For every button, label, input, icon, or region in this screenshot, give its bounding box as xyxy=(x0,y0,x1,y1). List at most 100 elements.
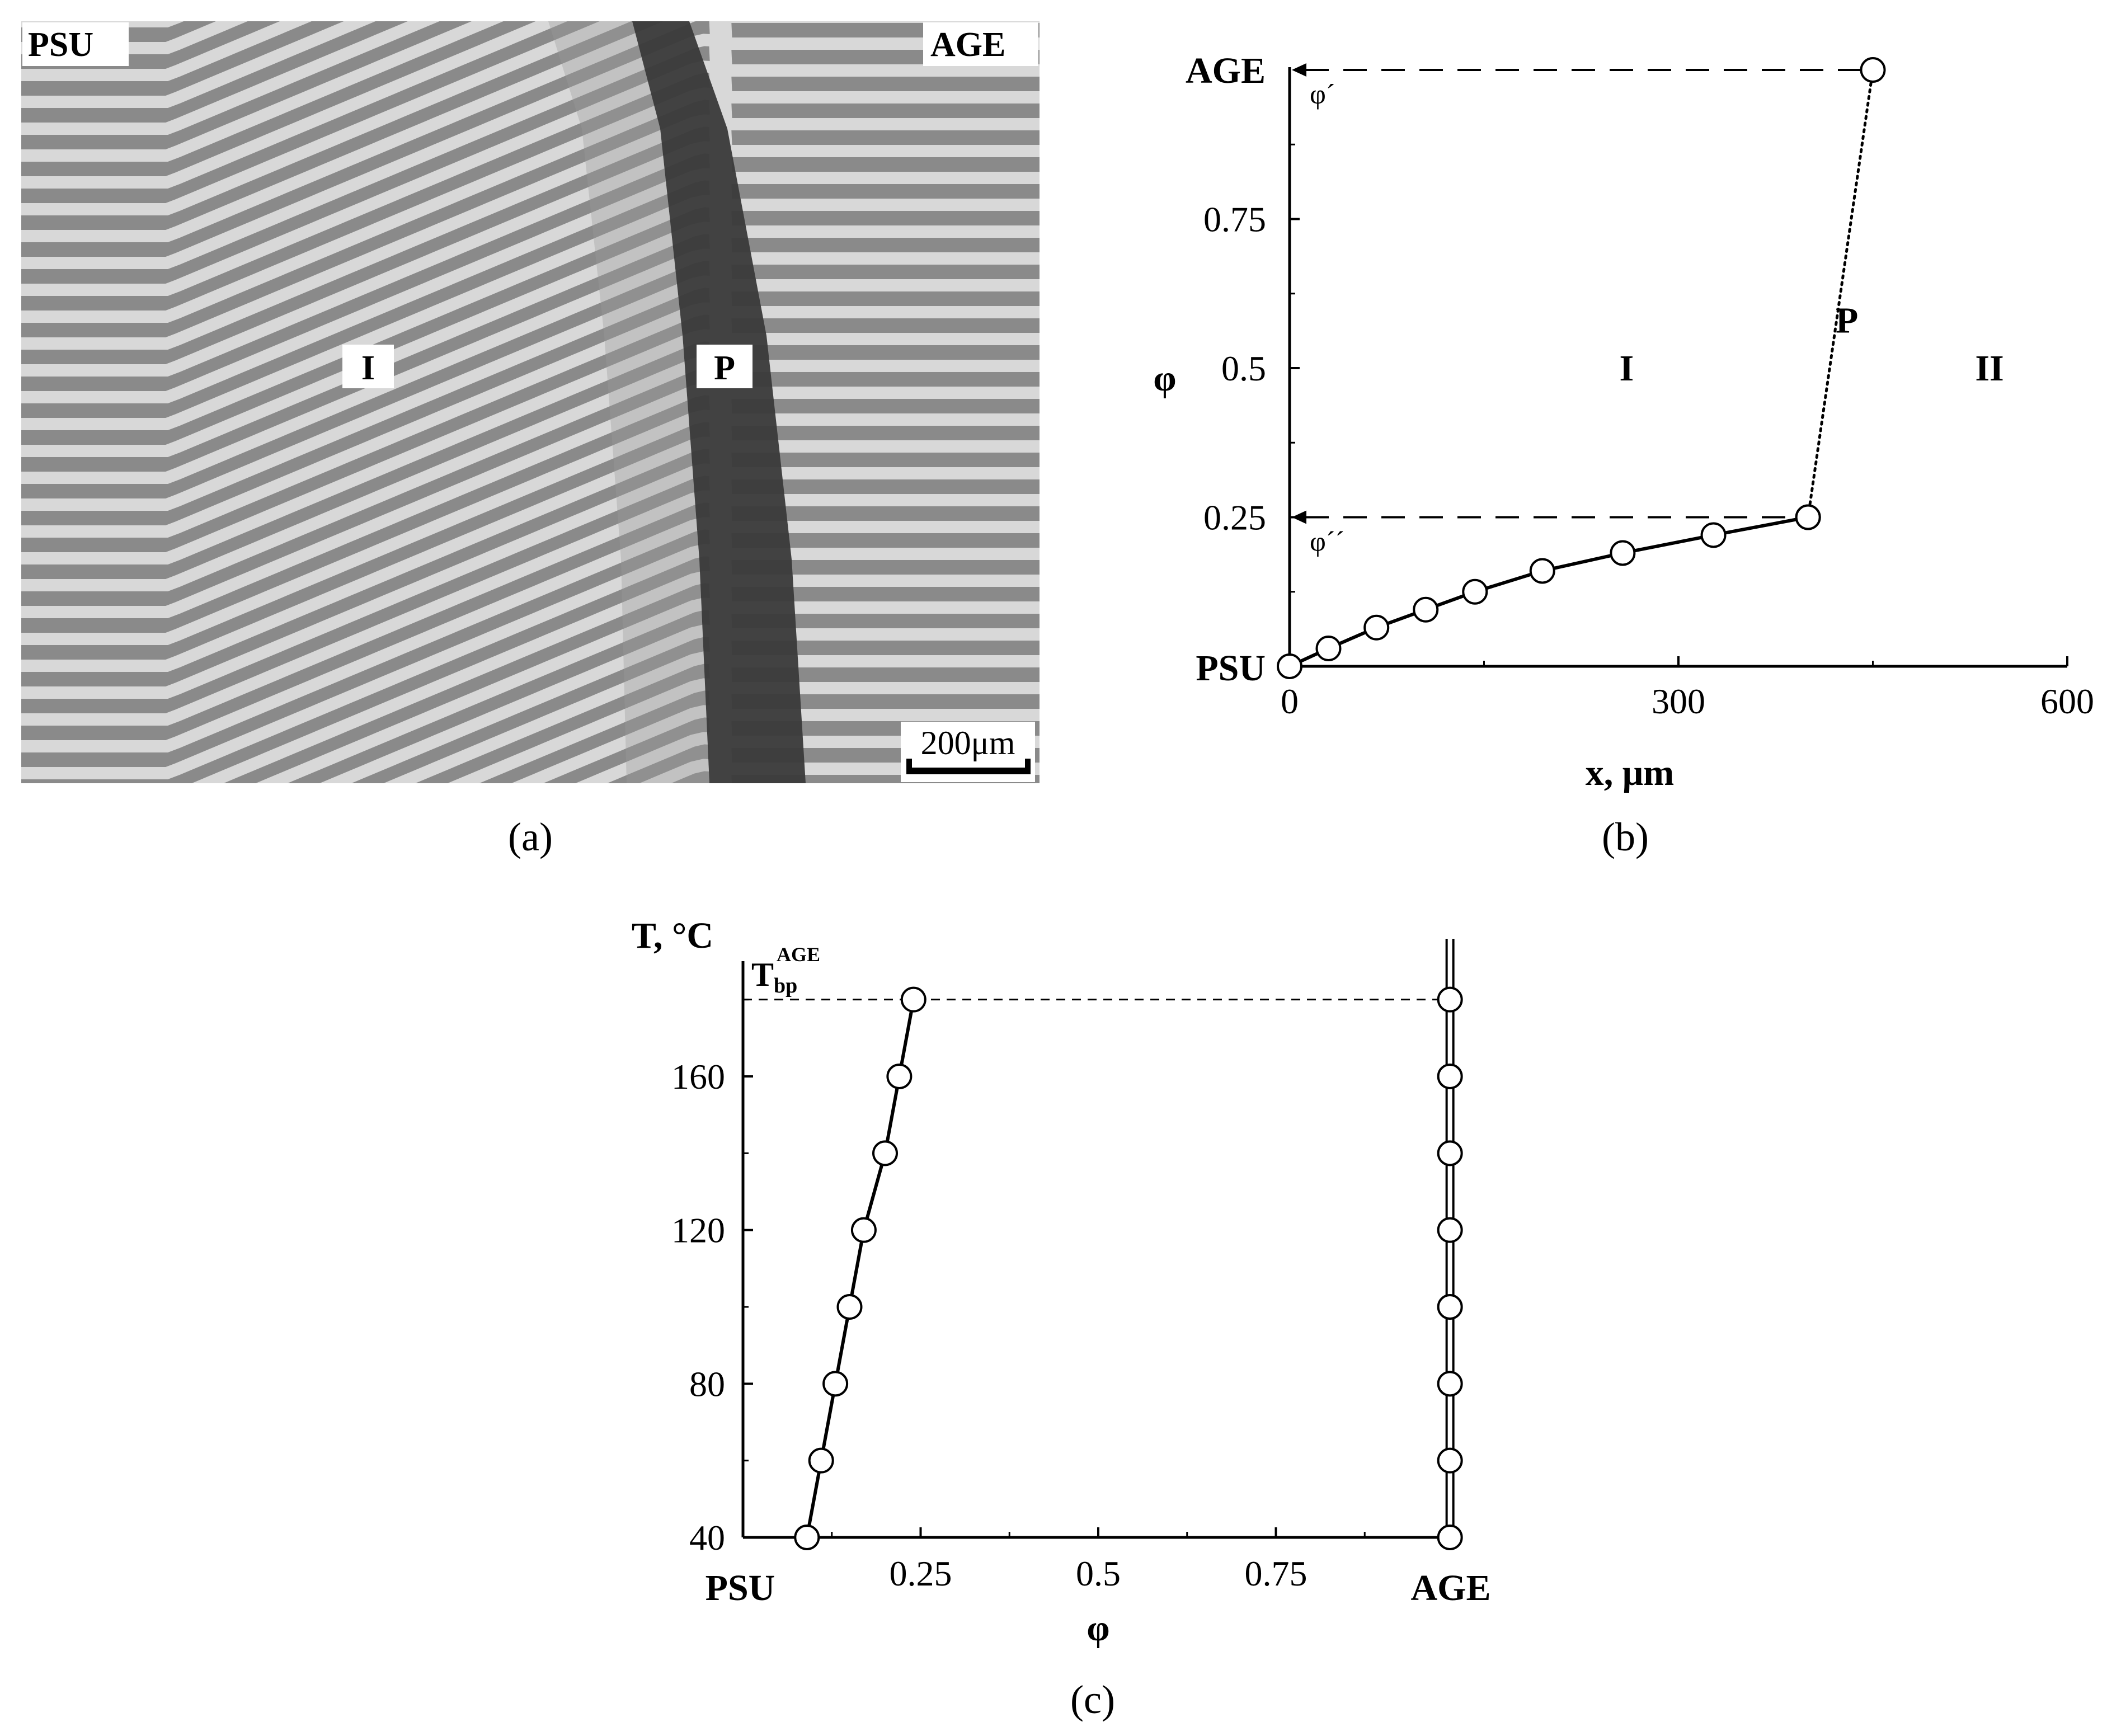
fringe-stripe xyxy=(21,21,1040,50)
fringe-stripe xyxy=(448,678,726,783)
b-annotations: I P II xyxy=(1619,300,2003,389)
data-point xyxy=(822,1371,849,1397)
data-point xyxy=(1437,986,1463,1013)
fringe-stripe xyxy=(21,275,1040,533)
label-age: AGE xyxy=(930,26,1005,64)
fringe-stripe xyxy=(21,222,1040,479)
fringe-stripe xyxy=(21,517,1040,775)
c-y-tick-label: 120 xyxy=(671,1211,725,1250)
b-reference-arrowhead xyxy=(1292,63,1306,77)
fringe-stripe xyxy=(21,544,732,783)
data-point xyxy=(1795,504,1821,530)
b-reference-lines: φ´ φ´´ xyxy=(1292,63,1873,557)
panel-c-chart: 40 80 120 160 0.25 0.5 0.75 T, °C φ PSU AGE Tb… xyxy=(632,915,1491,1722)
data-point xyxy=(900,986,926,1013)
c-x-end-label-age: AGE xyxy=(1410,1568,1490,1608)
fringe-stripe xyxy=(256,598,730,783)
label-bg-psu xyxy=(22,22,129,66)
b-y-axis-label: φ xyxy=(1153,358,1176,399)
fringe-stripe xyxy=(21,329,1040,587)
data-point xyxy=(872,1140,898,1166)
fringe-stripe xyxy=(21,87,1040,345)
label-psu: PSU xyxy=(28,26,93,64)
data-point xyxy=(1315,636,1342,662)
c-x-end-label-psu: PSU xyxy=(706,1568,775,1608)
b-series-lines xyxy=(1288,68,1874,668)
b-y-end-label-psu: PSU xyxy=(1196,648,1266,689)
panel-a-micrograph: PSU AGE I P 200μm (a) xyxy=(21,21,1040,1091)
fringe-stripe xyxy=(21,141,1040,399)
c-y-axis-label: T, °C xyxy=(632,915,713,956)
data-point xyxy=(1437,1371,1463,1397)
fringe-stripe xyxy=(21,21,1040,238)
data-point xyxy=(1437,1217,1463,1243)
data-point xyxy=(1363,614,1390,641)
data-point xyxy=(1700,522,1727,548)
data-point xyxy=(1437,1525,1463,1550)
b-series-line-dotted xyxy=(1807,68,1874,519)
fringe-stripe xyxy=(21,490,1040,748)
b-annotation-ii: II xyxy=(1975,348,2003,389)
c-tbp-sup: AGE xyxy=(777,943,820,966)
c-ticks: 40 80 120 160 0.25 0.5 0.75 xyxy=(671,999,1366,1593)
fringe-stripe xyxy=(21,302,1040,560)
label-bg-boundary-p xyxy=(697,345,752,388)
fringe-stripe xyxy=(383,651,727,783)
b-x-axis-label: x, μm xyxy=(1586,752,1674,793)
fringe-stripe xyxy=(511,705,725,783)
data-point xyxy=(1437,1447,1463,1474)
label-region-i: I xyxy=(361,349,375,387)
b-series-markers xyxy=(1277,57,1886,679)
fringe-stripe xyxy=(21,410,1040,667)
c-x-tick-label: 0.75 xyxy=(1245,1554,1308,1593)
data-point xyxy=(836,1294,863,1320)
fringe-stripe xyxy=(720,21,1040,23)
c-tbp-sub: bp xyxy=(774,974,797,998)
c-x-tick-label: 0.25 xyxy=(890,1554,952,1593)
b-y-tick-label: 0.75 xyxy=(1203,200,1266,239)
c-y-tick-label: 40 xyxy=(689,1518,725,1558)
data-point xyxy=(1437,1140,1463,1166)
fringe-stripe xyxy=(21,21,1040,211)
data-point xyxy=(886,1064,913,1089)
fringe-stripe xyxy=(21,60,1040,318)
b-ticks: 0 300 600 0.25 0.5 0.75 xyxy=(1203,143,2094,721)
b-reference-label: φ´´ xyxy=(1310,526,1344,557)
b-annotation-i: I xyxy=(1619,348,1634,389)
fringe-stripe xyxy=(21,21,1040,130)
fringe-stripe xyxy=(21,383,1040,641)
fringe-stripe xyxy=(21,114,1040,372)
panel-b-chart: 0 300 600 0.25 0.5 0.75 φ´ φ´´ x, μm φ AGE PSU… xyxy=(1153,50,2094,859)
fringe-stripe xyxy=(21,21,1040,157)
scale-bar xyxy=(906,768,1031,774)
fringe-stripe xyxy=(21,248,1040,506)
b-x-tick-label: 600 xyxy=(2040,681,2094,721)
c-series-markers xyxy=(794,986,1463,1550)
b-annotation-p: P xyxy=(1836,300,1858,341)
data-point xyxy=(1277,653,1302,679)
data-point xyxy=(1437,1064,1463,1089)
c-series-line-solid xyxy=(805,999,915,1538)
c-y-tick-label: 160 xyxy=(671,1057,725,1097)
fringe-stripe xyxy=(191,571,731,783)
fringe-stripe xyxy=(21,195,1040,453)
caption-b: (b) xyxy=(1602,815,1649,859)
fringe-stripe xyxy=(21,845,1040,1091)
fringe-stripe xyxy=(21,21,1040,77)
fringe-stripe xyxy=(21,34,1040,291)
caption-c: (c) xyxy=(1070,1677,1115,1722)
fringe-stripe xyxy=(21,436,1040,694)
diffusion-zone-haze xyxy=(548,21,709,783)
c-tbp-label: Tbp AGE xyxy=(751,943,820,998)
label-bg-age xyxy=(923,22,1038,66)
c-y-tick-label: 80 xyxy=(689,1364,725,1404)
data-point xyxy=(1462,578,1488,605)
interference-fringes xyxy=(21,21,1040,1091)
data-point xyxy=(1437,1294,1463,1320)
fringe-stripe xyxy=(21,356,1040,614)
fringe-stripe xyxy=(639,759,722,783)
fringe-stripe xyxy=(21,21,1040,103)
data-point xyxy=(1529,558,1555,584)
b-x-tick-label: 300 xyxy=(1652,681,1705,721)
